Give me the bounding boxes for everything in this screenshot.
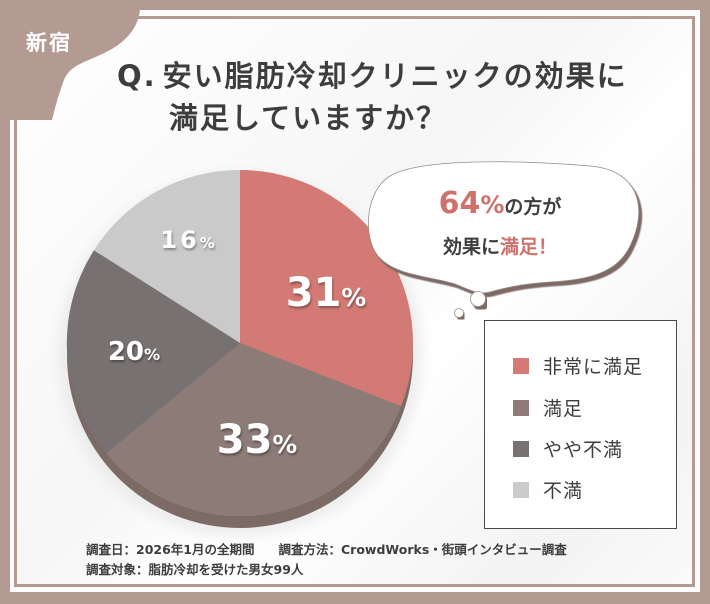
- bubble-percent-value: 64: [438, 186, 481, 221]
- question-prefix: Q.: [117, 59, 157, 93]
- chart-legend: 非常に満足 満足 やや不満 不満: [484, 320, 677, 529]
- bubble-line2: 効果に満足！: [385, 227, 615, 267]
- legend-item-very-satisfied: 非常に満足: [513, 352, 643, 379]
- speech-bubble: [368, 161, 640, 294]
- legend-item-dissatisfied: 不満: [513, 476, 583, 503]
- footer-line1: 調査日：2026年1月の全期間 調査方法：CrowdWorks・街頭インタビュー調…: [86, 540, 567, 560]
- legend-label: 不満: [543, 480, 584, 502]
- question-line2: 満足していますか？: [169, 101, 448, 135]
- question-title: Q. 安い脂肪冷却クリニックの効果に 満足していますか？: [117, 55, 628, 139]
- pie-percent-sign: %: [272, 430, 298, 459]
- location-tag: 新宿: [26, 31, 72, 55]
- legend-swatch-icon: [513, 440, 529, 457]
- pie-percent-sign: %: [144, 345, 161, 364]
- pie-value: 31: [285, 270, 342, 316]
- bubble-line1: 64%の方が: [385, 184, 615, 227]
- bubble-dot-large: [470, 291, 486, 307]
- pie-label-dissatisfied: 16%: [160, 226, 217, 254]
- legend-label: 非常に満足: [543, 356, 644, 378]
- legend-swatch-icon: [513, 481, 529, 498]
- legend-label: 満足: [543, 398, 584, 420]
- legend-swatch-icon: [513, 399, 529, 416]
- pie-label-very-satisfied: 31%: [286, 270, 367, 316]
- question-line1: 安い脂肪冷却クリニックの効果に: [162, 59, 628, 93]
- bubble-line2-accent: 満足！: [500, 236, 558, 258]
- slice-satisfied: [106, 343, 402, 517]
- pie-label-satisfied: 33%: [217, 417, 298, 463]
- pie-value: 33: [216, 417, 273, 463]
- pie-percent-sign: %: [199, 234, 218, 252]
- pie-value: 16: [160, 226, 200, 254]
- survey-footer: 調査日：2026年1月の全期間 調査方法：CrowdWorks・街頭インタビュー調…: [86, 540, 567, 580]
- legend-label: やや不満: [543, 439, 624, 461]
- bubble-dot-small: [454, 308, 464, 318]
- survey-target: 調査対象：脂肪冷却を受けた男女99人: [86, 562, 304, 577]
- bubble-percent-sign: %: [480, 191, 505, 219]
- bubble-line1-rest: の方が: [504, 196, 562, 218]
- corner-decoration: [0, 0, 141, 120]
- bubble-callout: 64%の方が 効果に満足！: [385, 184, 615, 267]
- legend-item-somewhat-dissatisfied: やや不満: [513, 435, 623, 462]
- bubble-line2-plain: 効果に: [442, 236, 500, 258]
- legend-swatch-icon: [513, 357, 529, 374]
- slice-dissatisfied: [93, 170, 241, 343]
- pie-value: 20: [107, 337, 145, 367]
- legend-item-satisfied: 満足: [513, 394, 583, 421]
- pie-label-somewhat-dissatisfied: 20%: [108, 337, 160, 367]
- survey-date: 調査日：2026年1月の全期間: [86, 542, 255, 557]
- survey-method: 調査方法：CrowdWorks・街頭インタビュー調査: [278, 542, 567, 557]
- pie-percent-sign: %: [341, 283, 367, 312]
- slice-somewhat-dissatisfied: [66, 250, 240, 454]
